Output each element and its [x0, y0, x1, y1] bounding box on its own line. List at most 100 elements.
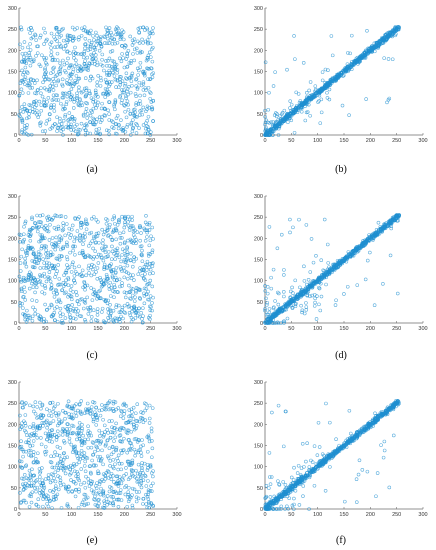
- scatter-point: [44, 56, 49, 60]
- x-tick-label: 300: [172, 138, 181, 144]
- scatter-point: [83, 284, 88, 288]
- scatter-point: [114, 305, 118, 309]
- scatter-point: [56, 263, 61, 267]
- scatter-point: [136, 73, 140, 77]
- scatter-point: [118, 37, 123, 42]
- scatter-point: [106, 431, 110, 435]
- scatter-point: [52, 109, 57, 113]
- scatter-point: [143, 272, 147, 276]
- scatter-point: [303, 98, 308, 103]
- x-tick-label: 250: [146, 138, 155, 144]
- scatter-point: [285, 316, 290, 321]
- scatter-point: [74, 58, 78, 63]
- scatter-point: [131, 111, 135, 116]
- scatter-point: [126, 214, 131, 219]
- scatter-point: [85, 283, 90, 288]
- scatter-point: [323, 67, 328, 72]
- scatter-point: [56, 401, 60, 406]
- scatter-point: [36, 229, 40, 234]
- scatter-point: [104, 244, 108, 249]
- scatter-point: [31, 110, 35, 114]
- scatter-point: [133, 453, 137, 458]
- scatter-point: [57, 257, 62, 262]
- scatter-point: [376, 220, 381, 225]
- scatter-point: [345, 66, 350, 71]
- scatter-point: [144, 214, 148, 218]
- scatter-point: [42, 320, 46, 324]
- scatter-point: [96, 498, 100, 503]
- scatter-point: [131, 125, 136, 130]
- scatter-point: [142, 301, 147, 306]
- scatter-point: [28, 316, 33, 320]
- scatter-point: [124, 57, 129, 61]
- scatter-point: [134, 499, 139, 504]
- scatter-point: [142, 228, 147, 232]
- scatter-point: [34, 91, 39, 96]
- scatter-point: [44, 248, 48, 252]
- x-tick-label: 50: [288, 138, 294, 144]
- scatter-point: [305, 91, 309, 95]
- scatter-point: [93, 449, 97, 454]
- scatter-point: [137, 306, 141, 311]
- scatter-point: [48, 222, 52, 227]
- scatter-point: [82, 451, 87, 455]
- scatter-point: [25, 317, 30, 322]
- scatter-point: [141, 314, 145, 318]
- scatter-point: [78, 98, 82, 102]
- scatter-point: [68, 63, 73, 68]
- scatter-point: [101, 462, 105, 467]
- scatter-point: [102, 113, 107, 117]
- scatter-point: [72, 278, 76, 282]
- scatter-point: [54, 288, 59, 293]
- scatter-point: [40, 233, 44, 238]
- scatter-point: [118, 94, 123, 98]
- scatter-point: [23, 126, 27, 131]
- scatter-points: [263, 213, 401, 325]
- scatter-point: [53, 275, 57, 279]
- scatter-point: [108, 49, 113, 54]
- scatter-point: [115, 25, 119, 29]
- scatter-point: [90, 53, 94, 58]
- scatter-point: [32, 57, 36, 62]
- scatter-point: [81, 67, 86, 71]
- scatter-point: [66, 294, 70, 299]
- scatter-point: [98, 275, 102, 280]
- scatter-point: [107, 489, 112, 494]
- scatter-point: [113, 99, 118, 104]
- scatter-point: [39, 436, 43, 440]
- scatter-point: [120, 88, 124, 92]
- scatter-point: [143, 239, 148, 243]
- scatter-point: [309, 97, 313, 101]
- scatter-point: [142, 226, 146, 231]
- scatter-point: [35, 436, 39, 440]
- scatter-point: [52, 264, 56, 269]
- scatter-point: [75, 229, 80, 233]
- scatter-point: [79, 454, 83, 459]
- scatter-point: [325, 242, 330, 247]
- scatter-point: [21, 312, 25, 316]
- scatter-point: [130, 224, 135, 228]
- scatter-point: [100, 52, 105, 57]
- scatter-point: [122, 303, 127, 308]
- scatter-point: [83, 319, 88, 324]
- scatter-point: [39, 120, 43, 125]
- scatter-point: [109, 262, 113, 266]
- scatter-point: [325, 90, 329, 95]
- y-tick-label: 250: [8, 27, 17, 33]
- scatter-point: [143, 262, 148, 267]
- scatter-point: [82, 255, 87, 260]
- scatter-point: [100, 118, 104, 123]
- scatter-point: [108, 459, 113, 463]
- scatter-point: [21, 277, 26, 282]
- x-tick-label: 150: [339, 512, 348, 518]
- scatter-point: [83, 231, 87, 236]
- scatter-point: [47, 261, 52, 266]
- scatter-point: [101, 232, 106, 237]
- scatter-point: [99, 284, 104, 289]
- scatter-point: [305, 110, 310, 114]
- scatter-point: [51, 93, 56, 98]
- scatter-point: [342, 70, 346, 74]
- y-tick-label: 0: [260, 507, 263, 513]
- scatter-point: [65, 240, 69, 245]
- scatter-point: [31, 265, 36, 270]
